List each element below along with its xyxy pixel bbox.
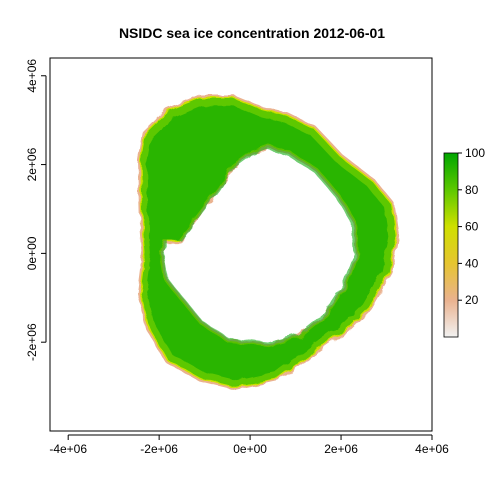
y-axis: -2e+06 0e+00 2e+06 4e+06	[25, 59, 46, 361]
colorbar-tick-label: 80	[465, 183, 479, 197]
x-tick-label: 4e+06	[415, 442, 449, 456]
y-tick-label: 0e+00	[25, 236, 39, 270]
colorbar-tick-label: 60	[465, 220, 479, 234]
y-tick-label: -2e+06	[25, 323, 39, 361]
x-tick-label: 0e+00	[233, 442, 267, 456]
x-axis: -4e+06 -2e+06 0e+00 2e+06 4e+06	[49, 435, 449, 456]
y-tick-label: 4e+06	[25, 59, 39, 93]
ice-concentration-field	[141, 98, 396, 387]
chart-title: NSIDC sea ice concentration 2012-06-01	[119, 25, 385, 41]
colorbar-tick-label: 100	[465, 146, 485, 160]
colorbar-tick-label: 40	[465, 256, 479, 270]
x-tick-label: -4e+06	[49, 442, 87, 456]
ice-core-densest	[146, 106, 388, 380]
colorbar-tick-label: 20	[465, 293, 479, 307]
x-tick-label: -2e+06	[140, 442, 178, 456]
x-tick-label: 2e+06	[324, 442, 358, 456]
y-tick-label: 2e+06	[25, 147, 39, 181]
colorbar-gradient	[444, 153, 458, 337]
colorbar-legend: 20 40 60 80 100	[444, 146, 485, 337]
